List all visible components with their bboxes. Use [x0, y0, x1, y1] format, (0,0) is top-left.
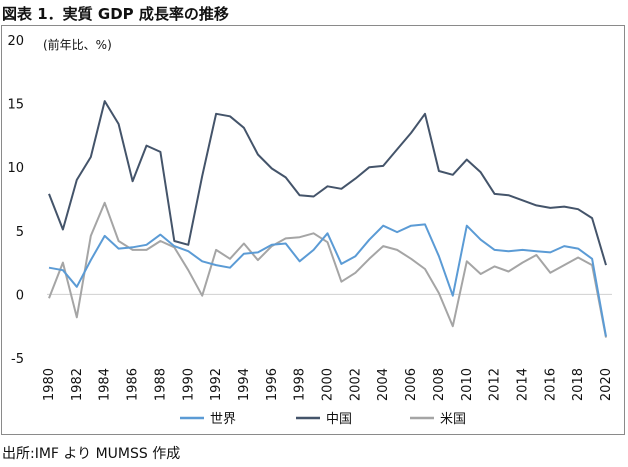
y-tick-label: 0 [16, 288, 24, 303]
x-tick-label: 2010 [460, 368, 475, 401]
x-tick-label: 1986 [126, 368, 141, 401]
y-tick-label: 20 [7, 34, 24, 49]
x-tick-label: 2006 [404, 368, 419, 401]
x-tick-labels: 1980 1982 1984 1986 1988 1990 1992 1994 1996 1998… [42, 368, 614, 401]
x-tick-label: 1998 [293, 368, 308, 401]
x-tick-label: 2014 [515, 368, 530, 401]
x-tick-label: 2020 [599, 368, 614, 401]
y-tick-label: 5 [16, 225, 24, 240]
series-line-0 [48, 223, 607, 337]
x-tick-label: 2000 [321, 368, 336, 401]
x-tick-label: 2008 [432, 368, 447, 401]
y-tick-label: 15 [7, 98, 24, 113]
x-tick-label: 1980 [42, 368, 57, 401]
x-tick-label: 2004 [376, 368, 391, 401]
series-lines [48, 100, 607, 338]
x-tick-label: 1988 [153, 368, 168, 401]
legend: 世界 中国 米国 [180, 412, 466, 427]
y-tick-label: 10 [7, 161, 24, 176]
x-tick-label: 2016 [543, 368, 558, 401]
x-tick-label: 1992 [209, 368, 224, 401]
x-tick-label: 1990 [181, 368, 196, 401]
x-tick-label: 2018 [571, 368, 586, 401]
y-tick-labels: 20 15 10 5 0 -5 [7, 34, 24, 367]
legend-label: 中国 [326, 412, 352, 427]
x-tick-label: 1996 [265, 368, 280, 401]
x-tick-label: 2012 [488, 368, 503, 401]
legend-label: 米国 [440, 412, 466, 427]
source-note: 出所:IMF より MUMSS 作成 [2, 446, 181, 462]
y-tick-label: -5 [11, 352, 24, 367]
x-tick-label: 2002 [348, 368, 363, 401]
x-tick-label: 1984 [98, 368, 113, 401]
chart-frame [1, 25, 625, 435]
x-tick-label: 1994 [237, 368, 252, 401]
chart-title: 図表 1．実質 GDP 成長率の推移 [2, 5, 229, 23]
y-axis-unit-label: (前年比、%) [43, 37, 112, 52]
series-line-2 [48, 201, 607, 338]
series-line-1 [48, 100, 607, 266]
legend-label: 世界 [210, 412, 236, 427]
x-tick-label: 1982 [70, 368, 85, 401]
